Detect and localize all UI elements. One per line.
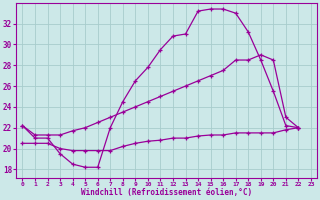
X-axis label: Windchill (Refroidissement éolien,°C): Windchill (Refroidissement éolien,°C) xyxy=(81,188,252,197)
